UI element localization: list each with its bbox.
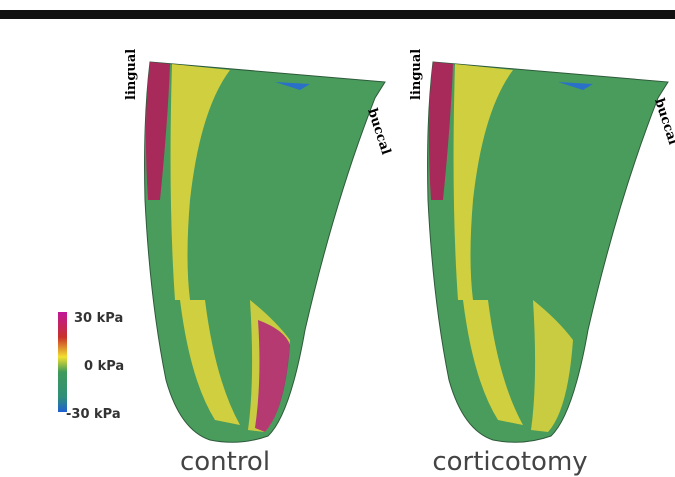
panel-control: lingual buccal control	[124, 49, 393, 477]
side-label: lingual	[124, 49, 139, 100]
side-label: buccal	[651, 97, 675, 147]
panel-caption: corticotomy	[432, 447, 587, 477]
top-bar	[0, 10, 675, 19]
colorbar-gradient	[58, 312, 67, 412]
panel-caption: control	[180, 447, 270, 477]
side-label: lingual	[409, 49, 424, 100]
colorbar: 30 kPa 0 kPa -30 kPa	[58, 311, 124, 422]
colorbar-tick: 0 kPa	[84, 359, 124, 374]
stress-map	[427, 61, 669, 443]
colorbar-tick: -30 kPa	[66, 407, 121, 422]
stress-region	[255, 320, 290, 432]
colorbar-tick: 30 kPa	[74, 311, 123, 326]
side-label: buccal	[364, 107, 393, 157]
panel-corticotomy: lingual buccal corticotomy	[409, 49, 675, 477]
